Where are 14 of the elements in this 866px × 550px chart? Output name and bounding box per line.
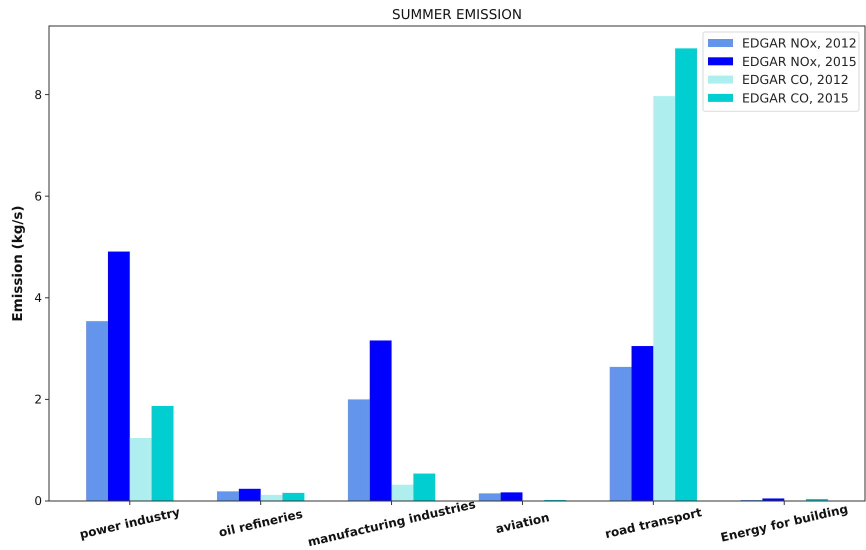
x-tick-label: power industry	[78, 504, 182, 542]
y-tick-label: 6	[34, 189, 42, 204]
x-tick-label: aviation	[494, 510, 551, 536]
legend-label: EDGAR NOx, 2015	[742, 54, 857, 69]
y-tick-label: 2	[34, 392, 42, 407]
y-tick-label: 8	[34, 88, 42, 102]
legend-label: EDGAR NOx, 2012	[742, 36, 857, 50]
y-axis-title: Emission (kg/s)	[10, 205, 26, 322]
y-tick-label: 4	[34, 290, 42, 305]
chart-title: SUMMER EMISSION	[392, 7, 522, 23]
legend-label: EDGAR CO, 2015	[742, 90, 849, 106]
legend-label: EDGAR CO, 2012	[742, 72, 849, 88]
y-tick-label: 0	[34, 494, 42, 508]
x-tick-label: Energy for building	[719, 502, 850, 545]
